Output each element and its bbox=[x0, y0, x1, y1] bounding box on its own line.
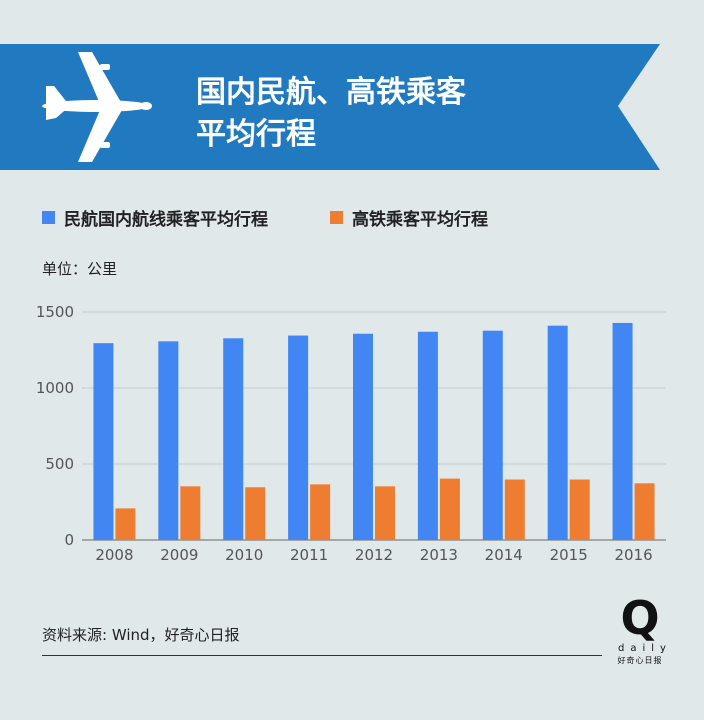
x-tick-label: 2011 bbox=[290, 546, 328, 564]
title-line-1: 国内民航、高铁乘客 bbox=[196, 75, 466, 110]
x-tick-label: 2009 bbox=[160, 546, 198, 564]
bar-airline bbox=[547, 325, 568, 540]
legend-item-airline: 民航国内航线乘客平均行程 bbox=[42, 205, 268, 230]
y-tick-label: 1500 bbox=[36, 303, 74, 321]
x-tick-label: 2010 bbox=[225, 546, 263, 564]
bar-rail bbox=[245, 487, 266, 540]
chart-title: 国内民航、高铁乘客 平均行程 bbox=[196, 72, 516, 156]
bar-rail bbox=[634, 483, 655, 540]
title-banner bbox=[0, 44, 660, 170]
logo-letter: Q bbox=[620, 591, 660, 645]
logo-cn: 好奇心日报 bbox=[617, 656, 663, 665]
bar-airline bbox=[482, 330, 503, 540]
bar-airline bbox=[417, 331, 438, 540]
bar-rail bbox=[375, 486, 395, 540]
bar-airline bbox=[158, 341, 179, 540]
source-text: 资料来源: Wind，好奇心日报 bbox=[42, 626, 240, 644]
legend-swatch-rail bbox=[330, 211, 343, 224]
legend-item-rail: 高铁乘客平均行程 bbox=[330, 205, 488, 230]
y-tick-label: 1000 bbox=[36, 379, 74, 397]
airplane-icon bbox=[42, 52, 152, 162]
legend-label-rail: 高铁乘客平均行程 bbox=[352, 210, 488, 230]
bar-rail bbox=[439, 478, 460, 540]
bar-rail bbox=[180, 486, 201, 540]
legend-label-airline: 民航国内航线乘客平均行程 bbox=[64, 210, 268, 230]
bar-rail bbox=[504, 479, 525, 540]
bar-rail bbox=[310, 484, 331, 540]
x-tick-label: 2008 bbox=[95, 546, 133, 564]
x-tick-label: 2014 bbox=[485, 546, 523, 564]
y-tick-label: 0 bbox=[64, 531, 74, 549]
y-tick-label: 500 bbox=[45, 455, 74, 473]
x-tick-label: 2015 bbox=[550, 546, 588, 564]
x-tick-label: 2012 bbox=[355, 546, 393, 564]
footer-divider bbox=[42, 655, 602, 656]
bar-chart: 0 500 1000 1500 2008 2009 2010 2011 2012 2013 2014… bbox=[36, 303, 666, 564]
qdaily-logo: Q daily 好奇心日报 bbox=[614, 595, 666, 666]
bar-airline bbox=[288, 335, 309, 540]
x-tick-label: 2013 bbox=[420, 546, 458, 564]
x-tick-label: 2016 bbox=[614, 546, 652, 564]
legend-swatch-airline bbox=[42, 211, 55, 224]
bar-rail bbox=[115, 508, 136, 540]
logo-word: daily bbox=[618, 643, 672, 654]
bar-rail bbox=[569, 479, 590, 540]
bar-airline bbox=[353, 333, 373, 540]
unit-label: 单位：公里 bbox=[42, 260, 118, 278]
bar-airline bbox=[223, 338, 244, 540]
bar-airline bbox=[93, 343, 114, 540]
title-line-2: 平均行程 bbox=[196, 117, 316, 152]
bar-airline bbox=[612, 322, 633, 540]
